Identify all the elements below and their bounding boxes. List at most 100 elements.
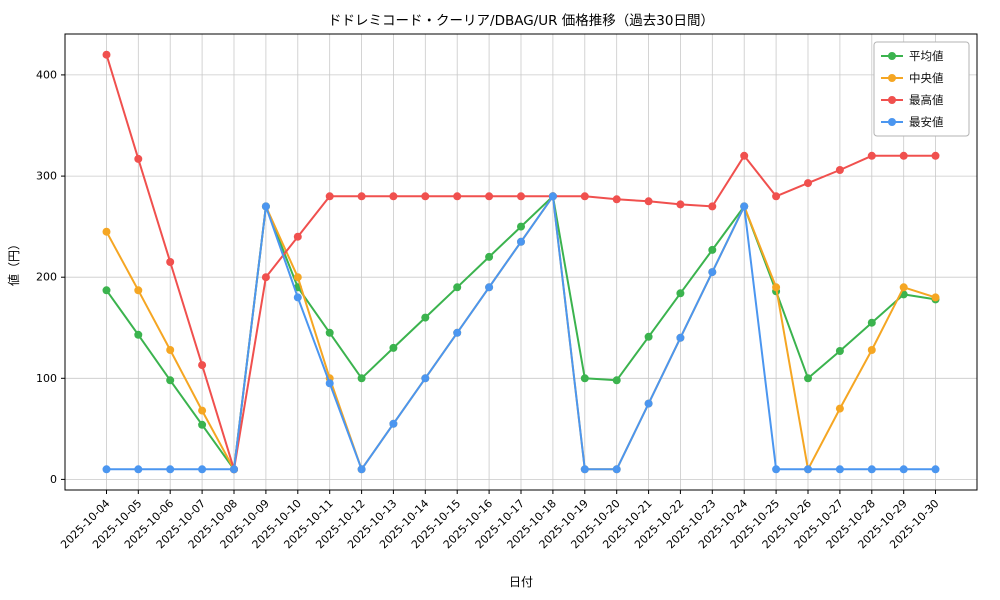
series-point-average bbox=[676, 289, 685, 298]
series-point-average bbox=[580, 374, 589, 383]
series-point-lowest bbox=[261, 202, 270, 211]
series-point-highest bbox=[708, 202, 717, 211]
series-point-lowest bbox=[357, 465, 366, 474]
series-point-lowest bbox=[325, 379, 334, 388]
series-point-average bbox=[835, 347, 844, 355]
series-point-average bbox=[612, 376, 621, 385]
series-point-lowest bbox=[835, 465, 844, 474]
series-point-average bbox=[453, 283, 462, 292]
legend-label-lowest: 最安値 bbox=[909, 115, 944, 129]
legend-item-lowest: 最安値 bbox=[881, 115, 944, 129]
series-point-highest bbox=[676, 200, 685, 209]
series-point-average bbox=[485, 252, 494, 261]
series-point-average bbox=[166, 376, 175, 385]
series-point-lowest bbox=[931, 465, 940, 474]
legend-label-average: 平均値 bbox=[909, 49, 944, 63]
series-point-lowest bbox=[517, 237, 525, 246]
series-point-average bbox=[421, 313, 430, 322]
series-point-lowest bbox=[421, 374, 430, 383]
series-point-highest bbox=[899, 151, 908, 160]
series-point-lowest bbox=[644, 399, 653, 408]
series-point-lowest bbox=[899, 465, 908, 474]
legend-box bbox=[873, 41, 970, 137]
y-tick-label: 300 bbox=[36, 170, 57, 183]
series-point-highest bbox=[453, 192, 462, 201]
series-point-highest bbox=[357, 192, 366, 201]
series-point-median bbox=[293, 273, 302, 282]
series-point-average bbox=[517, 222, 525, 231]
series-point-median bbox=[931, 293, 940, 302]
legend-item-highest: 最高値 bbox=[881, 93, 944, 107]
series-point-average bbox=[198, 420, 207, 429]
legend-marker-dot-highest bbox=[888, 96, 896, 104]
y-tick-label: 400 bbox=[36, 68, 57, 81]
chart-title: ドドレミコード・クーリア/DBAG/UR 価格推移（過去30日間） bbox=[328, 13, 714, 29]
series-point-median bbox=[102, 227, 111, 236]
series-point-lowest bbox=[740, 202, 749, 211]
series-point-lowest bbox=[453, 328, 462, 337]
series-point-highest bbox=[325, 192, 334, 201]
series-point-median bbox=[899, 283, 908, 292]
series-point-highest bbox=[421, 192, 430, 201]
plot-area: 2025-10-042025-10-052025-10-062025-10-07… bbox=[36, 33, 978, 551]
series-point-average bbox=[102, 286, 111, 295]
x-axis-label: 日付 bbox=[509, 575, 533, 589]
series-point-highest bbox=[485, 192, 494, 201]
series-point-average bbox=[357, 374, 366, 383]
series-point-average bbox=[389, 343, 398, 352]
series-point-median bbox=[835, 404, 844, 413]
legend-label-median: 中央値 bbox=[909, 71, 944, 85]
series-point-highest bbox=[293, 232, 302, 241]
series-point-lowest bbox=[772, 465, 781, 474]
series-point-highest bbox=[804, 179, 812, 188]
series-point-lowest bbox=[389, 419, 398, 428]
y-axis-label: 値（円） bbox=[6, 238, 21, 286]
series-point-average bbox=[134, 330, 143, 339]
series-point-highest bbox=[835, 166, 844, 174]
series-point-lowest bbox=[804, 465, 812, 474]
series-point-average bbox=[708, 245, 717, 254]
series-point-median bbox=[198, 406, 207, 415]
y-tick-label: 200 bbox=[36, 271, 57, 284]
y-tick-label: 100 bbox=[36, 372, 57, 385]
series-point-lowest bbox=[580, 465, 589, 474]
series-point-highest bbox=[931, 151, 940, 160]
series-point-highest bbox=[740, 151, 749, 160]
y-tick-label: 0 bbox=[50, 473, 57, 486]
series-point-average bbox=[804, 374, 812, 383]
series-point-lowest bbox=[134, 465, 143, 474]
series-point-highest bbox=[134, 154, 143, 163]
series-point-highest bbox=[644, 197, 653, 206]
series-point-highest bbox=[102, 50, 111, 59]
series-point-average bbox=[325, 328, 334, 337]
series-point-highest bbox=[198, 361, 207, 370]
series-point-lowest bbox=[198, 465, 207, 474]
series-point-lowest bbox=[166, 465, 175, 474]
series-point-lowest bbox=[708, 268, 717, 277]
series-point-highest bbox=[772, 192, 781, 201]
legend-item-median: 中央値 bbox=[881, 71, 944, 85]
series-point-average bbox=[644, 332, 653, 341]
legend-marker-dot-median bbox=[888, 74, 896, 82]
series-point-highest bbox=[612, 195, 621, 204]
series-point-median bbox=[166, 346, 175, 354]
series-point-highest bbox=[580, 192, 589, 201]
series-point-lowest bbox=[867, 465, 876, 474]
series-point-median bbox=[772, 283, 781, 292]
series-point-lowest bbox=[548, 192, 557, 201]
series-point-lowest bbox=[230, 465, 238, 474]
legend-marker-dot-average bbox=[888, 52, 896, 60]
series-point-lowest bbox=[676, 333, 685, 342]
series-point-highest bbox=[867, 151, 876, 160]
series-point-lowest bbox=[485, 283, 494, 292]
series-point-median bbox=[134, 286, 143, 295]
series-point-highest bbox=[389, 192, 398, 201]
series-point-lowest bbox=[102, 465, 111, 474]
series-point-lowest bbox=[293, 293, 302, 302]
series-point-lowest bbox=[612, 465, 621, 474]
legend-label-highest: 最高値 bbox=[909, 93, 944, 107]
series-point-highest bbox=[166, 258, 175, 266]
